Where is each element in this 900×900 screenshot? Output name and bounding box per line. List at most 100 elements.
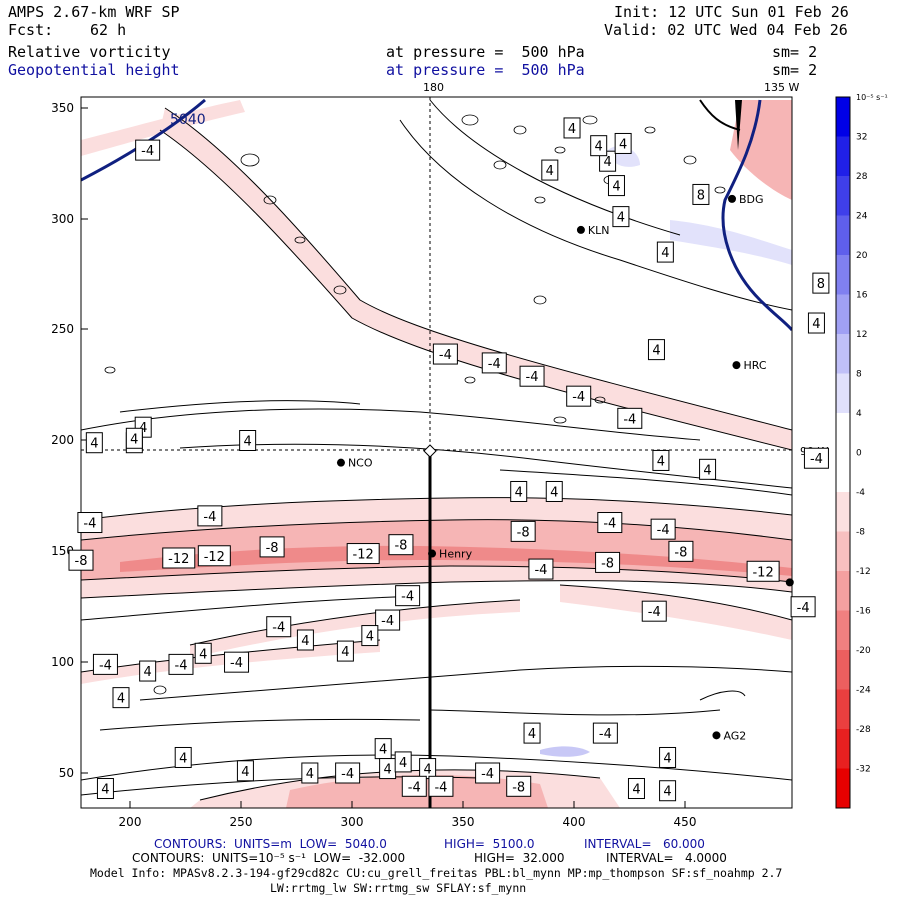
colorbar-swatch bbox=[836, 729, 850, 769]
contour-label: -8 bbox=[259, 536, 285, 558]
colorbar-swatch bbox=[836, 492, 850, 532]
contour-label-box bbox=[668, 540, 694, 562]
contour-label: -8 bbox=[506, 775, 532, 797]
contour-label-box bbox=[259, 536, 285, 558]
colorbar-label: -32 bbox=[856, 765, 871, 775]
contour-label-box bbox=[650, 518, 676, 540]
colorbar-swatch bbox=[836, 294, 850, 335]
contour-label-text: 4 bbox=[652, 344, 660, 359]
contour-label-text: 4 bbox=[139, 421, 147, 436]
contour-label-text: -4 bbox=[657, 523, 670, 538]
contour-label: -4 bbox=[92, 653, 118, 675]
y-axis: 350 300 250 200 150 100 50 bbox=[51, 101, 88, 780]
contour-label-box bbox=[599, 150, 617, 172]
contour-label-box bbox=[85, 432, 103, 454]
colorbar-label: 4 bbox=[856, 409, 862, 419]
contour-label: -4 bbox=[566, 385, 592, 407]
contour-label: -4 bbox=[592, 722, 618, 744]
station-marker bbox=[732, 361, 741, 370]
contour-label: 4 bbox=[523, 722, 541, 744]
contour-label-box bbox=[692, 183, 710, 205]
station-marker bbox=[728, 194, 737, 203]
contour-label: 8 bbox=[692, 183, 710, 205]
contour-label-text: 4 bbox=[301, 634, 309, 649]
contour-label-text: -4 bbox=[83, 517, 96, 532]
contour-label-box bbox=[510, 480, 528, 502]
contour-label-text: 4 bbox=[612, 180, 620, 195]
contour-label: -4 bbox=[401, 775, 427, 797]
contour-label-text: 8 bbox=[817, 277, 825, 292]
contour-label: 4 bbox=[96, 778, 114, 800]
contour-label-box bbox=[597, 512, 623, 534]
contour-label-text: -4 bbox=[599, 727, 612, 742]
contours-vorticity-high: HIGH= 32.000 bbox=[474, 851, 565, 865]
contour-label-box bbox=[563, 117, 581, 139]
top-label-135w: 135 W bbox=[764, 81, 799, 94]
contour-label-box bbox=[139, 660, 157, 682]
colorbar-swatch bbox=[836, 97, 850, 137]
contour-label-text: 4 bbox=[703, 463, 711, 478]
station-marker bbox=[576, 225, 585, 234]
contour-label: -4 bbox=[519, 365, 545, 387]
x-tick: 250 bbox=[230, 801, 253, 829]
contour-label-box bbox=[346, 543, 380, 565]
contour-label-box bbox=[68, 549, 94, 571]
contour-label-box bbox=[652, 449, 670, 471]
contour-label-box bbox=[641, 600, 667, 622]
contour-label-box bbox=[790, 596, 816, 618]
contour-labels: 4-44444484484-4-44-4-4-4444444-4444-4-4-… bbox=[68, 117, 830, 802]
contour-label-text: -8 bbox=[266, 541, 279, 556]
contour-label-box bbox=[135, 139, 161, 161]
contours-height-interval: INTERVAL= 60.000 bbox=[584, 837, 705, 851]
colorbar-swatch bbox=[836, 531, 850, 572]
contour-label: -12 bbox=[197, 545, 231, 567]
contour-label: 4 bbox=[394, 751, 412, 773]
contour-label-text: -4 bbox=[408, 780, 421, 795]
contour-label-box bbox=[506, 775, 532, 797]
contour-label-text: -12 bbox=[353, 548, 374, 563]
valid-time: Valid: 02 UTC Wed 04 Feb 26 bbox=[604, 21, 848, 39]
x-tick-label: 250 bbox=[230, 815, 253, 829]
colorbar-label: 8 bbox=[856, 370, 862, 380]
station-marker bbox=[336, 458, 345, 467]
contour-label-text: 4 bbox=[399, 756, 407, 771]
contour-label-text: -4 bbox=[341, 767, 354, 782]
contour-label-text: -8 bbox=[517, 525, 530, 540]
colorbar-swatch bbox=[836, 136, 850, 177]
station-label: Henry bbox=[439, 548, 473, 561]
positive-vorticity-south bbox=[540, 746, 590, 757]
contour-label: -4 bbox=[428, 775, 454, 797]
contour-label: 4 bbox=[336, 640, 354, 662]
contour-label-box bbox=[197, 545, 231, 567]
colorbar-frame bbox=[835, 96, 851, 809]
contour-label: 4 bbox=[599, 150, 617, 172]
contour-label-text: 4 bbox=[366, 630, 374, 645]
contour-label: 4 bbox=[301, 762, 319, 784]
contour-label-box bbox=[428, 775, 454, 797]
contour-label-box bbox=[162, 547, 196, 569]
contour-label-box bbox=[528, 558, 554, 580]
contour-label-box bbox=[812, 272, 830, 294]
y-tick-label: 200 bbox=[51, 433, 74, 447]
contour-label: 4 bbox=[652, 449, 670, 471]
colorbar-label: 12 bbox=[856, 330, 867, 340]
field2-name: Geopotential height bbox=[8, 61, 180, 79]
contour-label-box bbox=[335, 762, 361, 784]
contour-label: -12 bbox=[162, 547, 196, 569]
y-tick: 300 bbox=[51, 212, 88, 226]
contour-label-text: -8 bbox=[75, 554, 88, 569]
contour-label: 4 bbox=[419, 758, 437, 780]
station-marker bbox=[428, 549, 437, 558]
contour-label-text: -4 bbox=[526, 370, 539, 385]
colorbar-label: -20 bbox=[856, 646, 871, 656]
colorbar: 10⁻⁵ s⁻¹ 32 28 24 20 16 12 8 4 0 -4 -8 -12 -16 -20 -24… bbox=[835, 93, 888, 809]
contour-label-text: -4 bbox=[488, 357, 501, 372]
contour-label-box bbox=[266, 616, 292, 638]
contour-label-text: -4 bbox=[623, 412, 636, 427]
model-info: Model Info: MPASv8.2.3-194-gf29cd82c CU:… bbox=[90, 866, 783, 880]
contour-label-text: 4 bbox=[657, 454, 665, 469]
contour-label: -4 bbox=[77, 512, 103, 534]
contour-label-box bbox=[336, 640, 354, 662]
contour-label-text: 4 bbox=[383, 763, 391, 778]
colorbar-label: 16 bbox=[856, 291, 868, 301]
